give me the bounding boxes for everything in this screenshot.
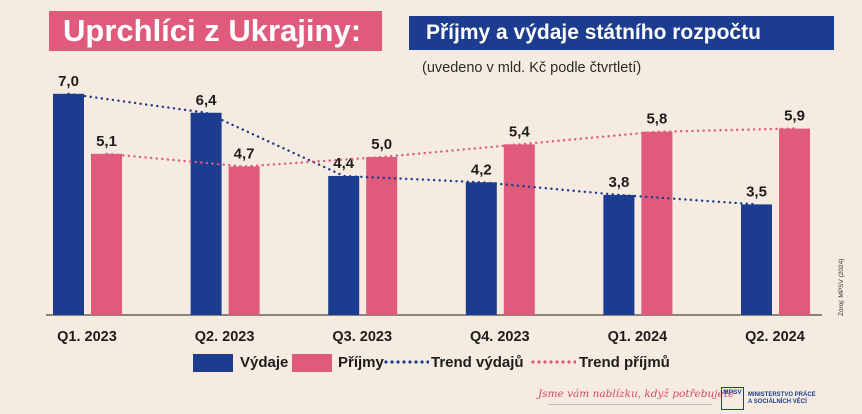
- bar-vydaje-5: [741, 204, 772, 315]
- bar-vydaje-0: [53, 93, 84, 315]
- units-note: (uvedeno v mld. Kč podle čtvrtletí): [422, 60, 642, 76]
- x-tick-label-3: Q4. 2023: [470, 329, 530, 345]
- mpsv-logo: MPSV: [721, 387, 744, 410]
- data-label-vydaje-5: 3,5: [746, 183, 767, 200]
- footer-slogan: Jsme vám nablízku, když potřebujete: [538, 388, 735, 400]
- x-tick-label-2: Q3. 2023: [332, 329, 392, 345]
- ministry-line-1: MINISTERSTVO PRÁCE: [748, 392, 816, 398]
- legend-swatch-vydaje: [193, 354, 233, 372]
- trend-line-vydaju: [67, 92, 758, 206]
- x-tick-label-1: Q2. 2023: [195, 329, 255, 345]
- x-tick-label-0: Q1. 2023: [57, 329, 117, 345]
- bar-vydaje-2: [328, 175, 360, 315]
- legend-trend-vydaju-line: [383, 360, 429, 364]
- data-label-vydaje-3: 4,2: [471, 161, 492, 178]
- data-label-prijmy-2: 5,0: [371, 136, 392, 153]
- legend-label-trend-prijmu: Trend příjmů: [579, 354, 670, 371]
- data-label-prijmy-0: 5,1: [96, 133, 117, 150]
- footer-divider: [548, 404, 712, 405]
- legend-trend-prijmu-line: [530, 360, 576, 364]
- data-label-prijmy-3: 5,4: [509, 123, 531, 140]
- bar-prijmy-0: [91, 153, 122, 315]
- legend-label-trend-vydaju: Trend výdajů: [431, 354, 524, 371]
- chart-subtitle: Příjmy a výdaje státního rozpočtu: [409, 16, 834, 50]
- legend-swatch-prijmy: [292, 354, 332, 372]
- data-label-prijmy-5: 5,9: [784, 108, 805, 125]
- bar-vydaje-4: [603, 194, 635, 315]
- bar-prijmy-1: [228, 166, 260, 315]
- bar-prijmy-3: [503, 144, 535, 315]
- data-label-vydaje-1: 6,4: [196, 92, 218, 109]
- data-label-vydaje-4: 3,8: [608, 174, 629, 191]
- bar-vydaje-1: [190, 112, 222, 315]
- data-label-prijmy-1: 4,7: [234, 145, 255, 162]
- data-label-prijmy-4: 5,8: [646, 111, 667, 128]
- chart-title: Uprchlíci z Ukrajiny:: [49, 11, 382, 51]
- data-label-vydaje-2: 4,4: [333, 155, 355, 172]
- ministry-line-2: A SOCIÁLNÍCH VĚCÍ: [748, 399, 807, 405]
- bar-vydaje-3: [465, 182, 497, 315]
- legend-label-vydaje: Výdaje: [240, 354, 289, 371]
- ministry-name: MINISTERSTVO PRÁCE A SOCIÁLNÍCH VĚCÍ: [748, 392, 816, 406]
- x-tick-label-4: Q1. 2024: [608, 329, 668, 345]
- x-tick-label-5: Q2. 2024: [745, 329, 805, 345]
- data-label-vydaje-0: 7,0: [58, 73, 79, 90]
- bar-prijmy-5: [779, 128, 810, 315]
- legend-label-prijmy: Příjmy: [338, 354, 384, 371]
- bar-prijmy-4: [641, 131, 673, 315]
- bar-prijmy-2: [366, 157, 398, 315]
